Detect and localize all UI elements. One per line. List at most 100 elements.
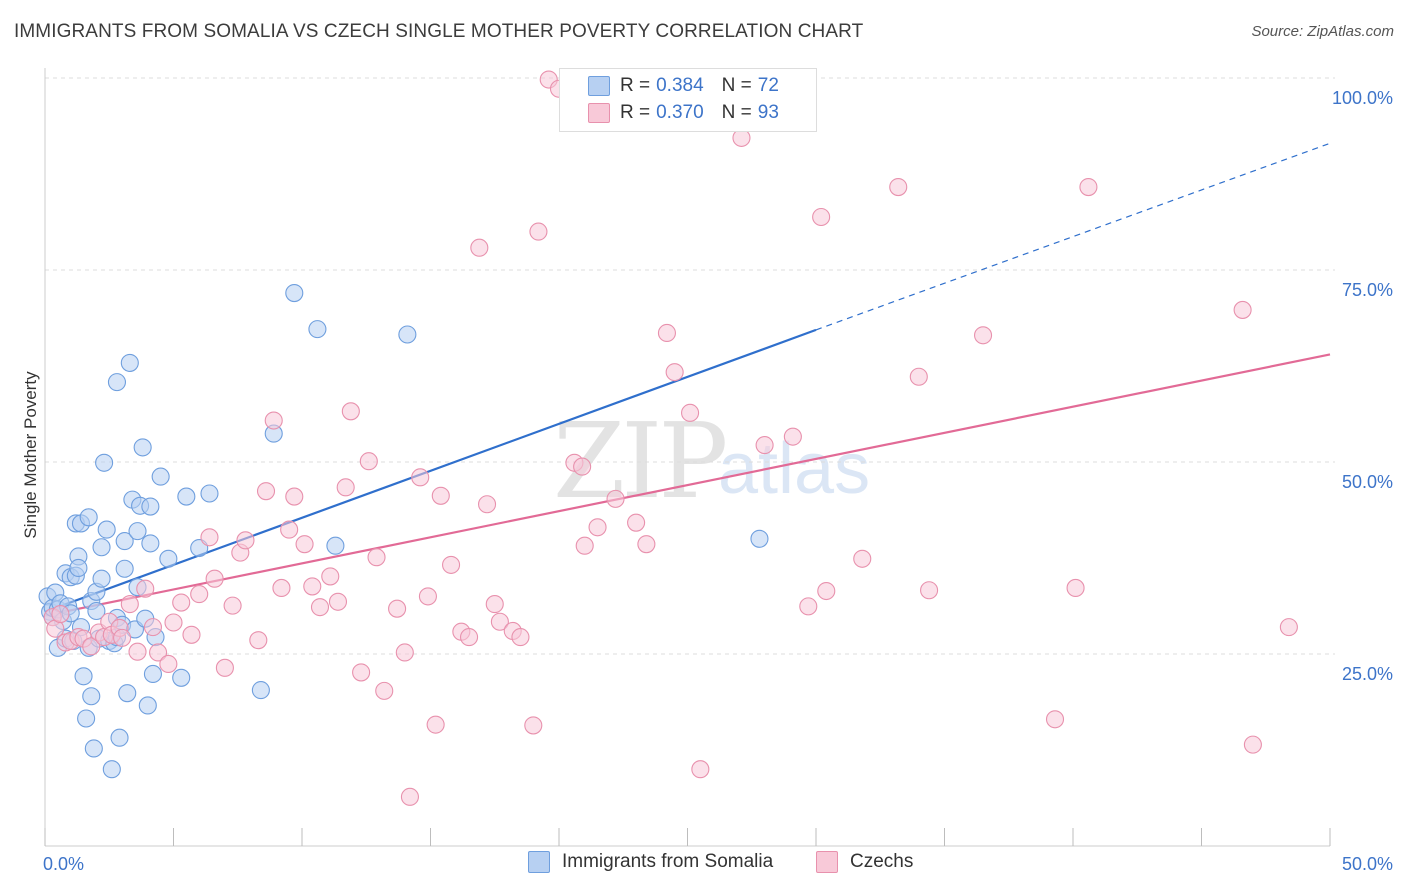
- point-somalia: [251, 681, 270, 700]
- legend-row-somalia: R = 0.384 N = 72: [588, 73, 779, 99]
- point-czechs: [159, 654, 178, 674]
- point-czechs: [303, 577, 322, 596]
- legend-item-somalia[interactable]: Immigrants from Somalia: [528, 851, 773, 873]
- point-somalia: [97, 520, 116, 539]
- point-czechs: [511, 628, 530, 647]
- point-czechs: [51, 605, 70, 624]
- r-value: 0.384: [656, 75, 704, 96]
- point-somalia: [107, 373, 127, 392]
- point-czechs: [524, 716, 543, 735]
- point-czechs: [249, 631, 268, 650]
- point-czechs: [352, 663, 371, 682]
- point-somalia: [92, 569, 111, 588]
- legend-label-somalia: Immigrants from Somalia: [562, 851, 774, 872]
- point-czechs: [431, 486, 450, 505]
- point-czechs: [575, 536, 594, 555]
- r-label: R =: [620, 75, 651, 96]
- point-somalia: [82, 687, 101, 706]
- point-somalia: [159, 549, 178, 568]
- point-czechs: [321, 567, 340, 586]
- n-label: N =: [721, 102, 752, 123]
- y-tick-label: 75.0%: [1342, 280, 1393, 300]
- point-czechs: [529, 222, 548, 241]
- point-czechs: [920, 581, 939, 600]
- point-czechs: [1279, 618, 1298, 637]
- point-czechs: [164, 613, 183, 632]
- point-czechs: [817, 581, 836, 601]
- point-czechs: [783, 427, 802, 446]
- point-somalia: [285, 283, 304, 303]
- point-czechs: [264, 411, 283, 430]
- point-czechs: [336, 478, 355, 497]
- point-somalia: [128, 522, 147, 541]
- point-czechs: [657, 323, 676, 343]
- point-czechs: [627, 513, 646, 532]
- point-czechs: [573, 457, 592, 476]
- point-somalia: [118, 684, 137, 703]
- point-somalia: [102, 760, 121, 779]
- point-czechs: [1243, 735, 1262, 754]
- point-somalia: [750, 529, 769, 548]
- point-czechs: [1066, 578, 1085, 598]
- point-czechs: [200, 528, 219, 547]
- point-czechs: [909, 367, 928, 386]
- point-somalia: [200, 484, 219, 503]
- point-somalia: [141, 534, 160, 553]
- r-label: R =: [620, 102, 651, 123]
- point-somalia: [95, 453, 114, 472]
- point-czechs: [310, 598, 330, 617]
- point-somalia: [77, 709, 96, 728]
- trend-line-czechs: [44, 353, 1331, 617]
- point-czechs: [341, 402, 360, 421]
- point-czechs: [812, 207, 831, 227]
- point-somalia: [120, 353, 139, 372]
- grid-lines: [45, 77, 1335, 655]
- point-czechs: [272, 578, 291, 598]
- legend-swatch-somalia: [588, 76, 610, 96]
- point-czechs: [400, 787, 419, 806]
- n-value: 93: [757, 102, 779, 123]
- point-czechs: [470, 238, 489, 257]
- point-czechs: [477, 495, 497, 514]
- point-somalia: [87, 601, 106, 621]
- x-tick-label: 0.0%: [43, 854, 84, 874]
- y-tick-label: 100.0%: [1332, 88, 1393, 108]
- legend-swatch-somalia: [528, 851, 550, 873]
- point-somalia: [172, 668, 191, 687]
- point-czechs: [799, 597, 818, 616]
- point-czechs: [190, 585, 209, 604]
- point-somalia: [398, 325, 417, 344]
- legend-row-czechs: R = 0.370 N = 93: [588, 100, 779, 126]
- legend-swatch-czechs: [588, 103, 610, 123]
- x-tick-label: 50.0%: [1342, 854, 1393, 874]
- y-tick-label: 25.0%: [1342, 664, 1393, 684]
- point-somalia: [143, 664, 162, 684]
- tick-labels: 25.0% 50.0% 75.0% 100.0% 0.0% 50.0%: [43, 88, 1393, 874]
- point-czechs: [367, 548, 386, 567]
- point-czechs: [665, 363, 684, 382]
- point-czechs: [128, 642, 147, 661]
- point-czechs: [426, 715, 445, 734]
- point-czechs: [691, 760, 710, 779]
- point-somalia: [308, 320, 327, 339]
- point-czechs: [120, 595, 139, 614]
- point-czechs: [223, 596, 242, 615]
- point-somalia: [115, 532, 134, 551]
- point-czechs: [215, 658, 234, 677]
- legend-label-czechs: Czechs: [850, 851, 914, 872]
- point-somalia: [151, 467, 170, 486]
- point-czechs: [606, 489, 625, 508]
- point-czechs: [359, 452, 378, 471]
- legend-item-czechs[interactable]: Czechs: [816, 851, 913, 873]
- point-czechs: [328, 592, 348, 611]
- point-czechs: [136, 579, 155, 598]
- point-czechs: [375, 681, 394, 700]
- point-czechs: [485, 595, 504, 614]
- point-czechs: [256, 482, 276, 501]
- point-czechs: [280, 520, 299, 539]
- point-somalia: [177, 487, 196, 506]
- n-value: 72: [757, 75, 779, 96]
- y-tick-label: 50.0%: [1342, 472, 1393, 492]
- point-somalia: [133, 438, 152, 457]
